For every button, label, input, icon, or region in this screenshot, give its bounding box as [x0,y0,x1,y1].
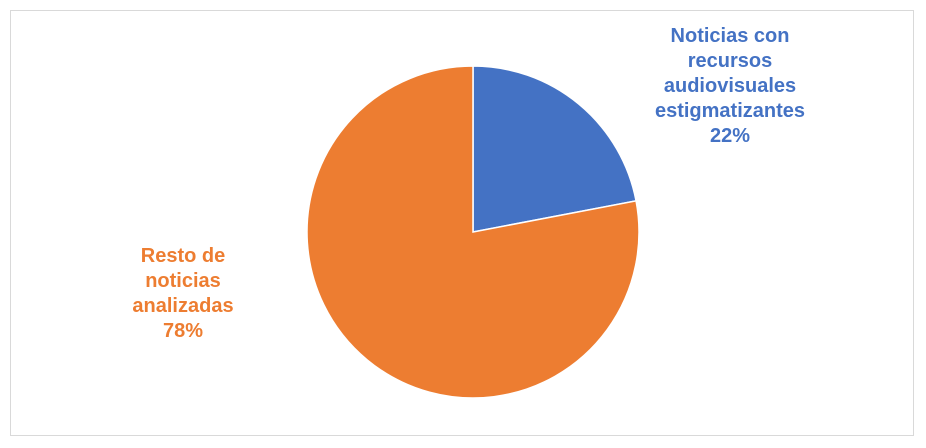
slice-label-line: Noticias con [670,25,790,47]
slice-label-line: analizadas [132,295,234,317]
slice-label-estigmatizantes: Noticias con recursos audiovisuales esti… [632,24,828,149]
slice-label-line: Resto de [140,245,226,267]
slice-percent-label: 78% [162,320,204,342]
slice-label-resto: Resto de noticias analizadas 78% [108,244,258,344]
pie-slice-resto [306,65,640,399]
slice-label-line: audiovisuales [663,75,797,97]
slice-label-line: noticias [145,270,221,292]
slice-label-line: recursos [687,50,773,72]
slice-percent-label: 22% [709,125,751,147]
slice-label-line: estigmatizantes [654,100,806,122]
pie-slice-estigmatizantes [472,65,637,233]
